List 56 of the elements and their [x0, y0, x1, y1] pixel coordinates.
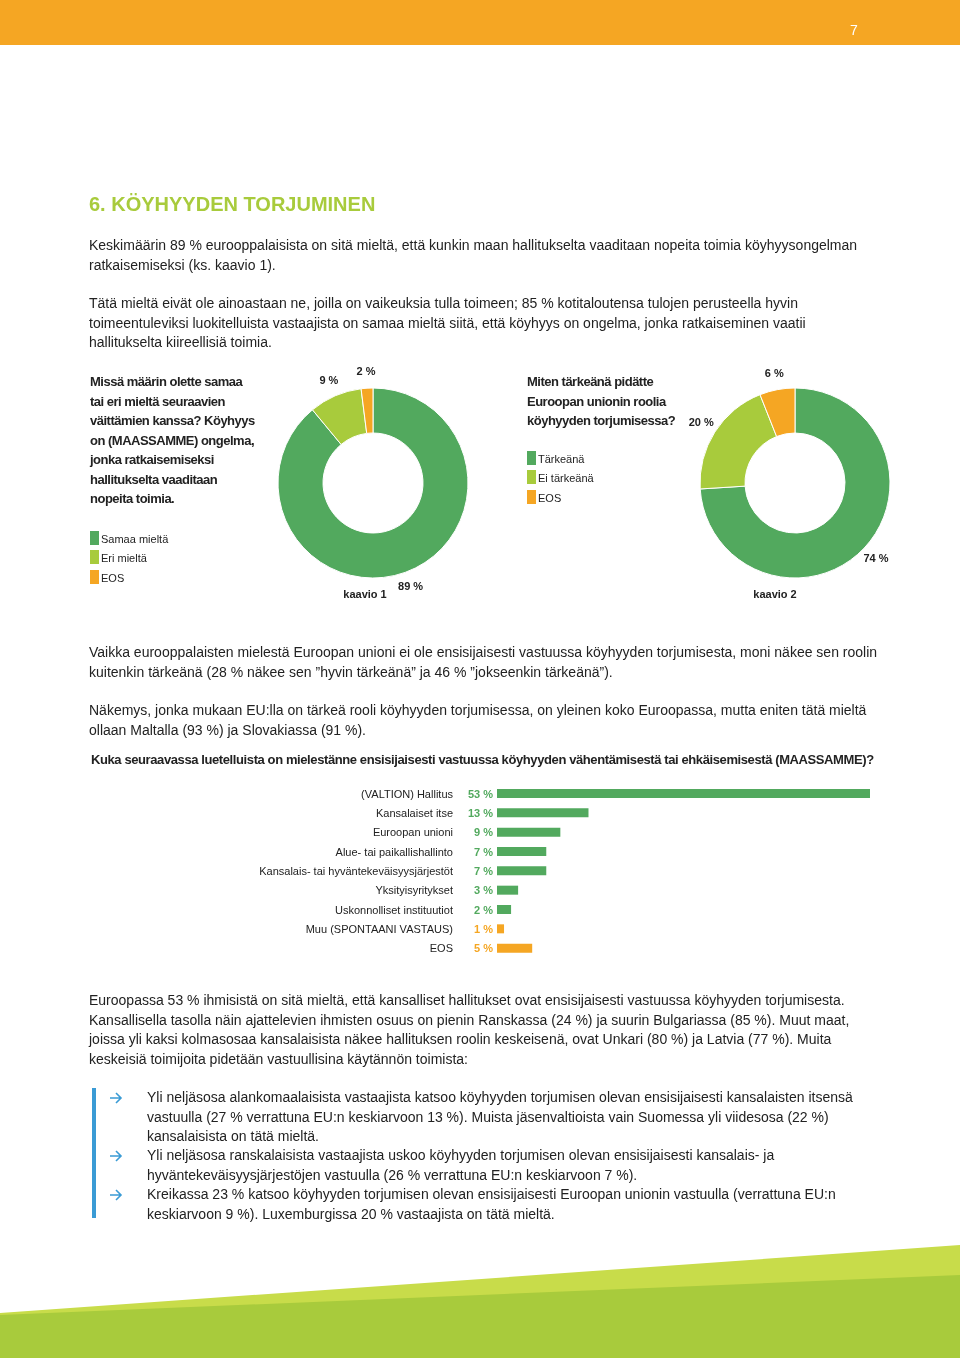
- chart-title: Kuka seuraavassa luetelluista on mielestänne ensisijaisesti vastuussa köyhyyden vähentämisestä tai ehkäisemisestä (MAASSAMME)?: [91, 752, 875, 767]
- text: 7: [850, 22, 859, 38]
- data-label: 2 %: [356, 365, 376, 378]
- text: 6. KÖYHYYDEN TORJUMINEN: [89, 193, 377, 216]
- data-label: 7 %: [474, 864, 494, 877]
- data-label: 20 %: [688, 416, 715, 429]
- y-tick-label: Uskonnolliset instituutiot: [334, 903, 453, 916]
- data-label: 9 %: [474, 826, 494, 839]
- y-tick-label: Kansalais- tai hyväntekeväisyysjärjestöt: [259, 865, 453, 877]
- text: Näkemys, jonka mukaan EU:lla on tärkeä rooli köyhyyden torjumisessa, on yleinen koko Euroopassa, mutta eniten tätä mieltä ollaan Maltalla (93 %) ja Slovakiassa (91 %).: [89, 701, 868, 740]
- y-tick-label: Kansalaiset itse: [375, 807, 453, 819]
- text: Yli neljäsosa alankomaalaisista vastaajista katsoo köyhyyden torjumisen olevan ensisijaisesti kansalaisten itsensä vastuulla (27 % verrattuna EU:n keskiarvoon 13 %). Muista jäsenvaltioista vain Suomessa yli viidesosa (22 %) kansalaisista on tätä mieltä.: [147, 1088, 854, 1146]
- text: Euroopassa 53 % ihmisistä on sitä mieltä, että kansalliset hallitukset ovat ensisijaisesti vastuussa köyhyyden torjumisesta. Kansallisella tasolla näin ajattelevien ihmisten osuus on pienin Ranskassa (24 %) ja suurin Bulgariassa (85 %). Muut maat, joissa yli kaksi kolmasosaa kansalaisista näkee hallituksen roolin keskeisenä, ovat Unkari (80 %) ja Latvia (77 %). Muita keskeisiä toimijoita pidetään vastuullisina käytännön toimista:: [89, 991, 851, 1069]
- data-label: 7 %: [474, 845, 494, 858]
- data-label: 3 %: [474, 884, 494, 897]
- y-tick-label: Alue- tai paikallishallinto: [335, 845, 453, 858]
- y-tick-label: Muu (SPONTAANI VASTAUS): [305, 923, 453, 935]
- bar: [497, 808, 589, 818]
- data-label: 2 %: [474, 903, 494, 916]
- legend-label: Eri mieltä: [101, 552, 147, 564]
- text: Tätä mieltä eivät ole ainoastaan ne, joilla on vaikeuksia tulla toimeen; 85 % kotitaloutensa tulojen perusteella hyvin toimeentuleviksi luokitelluista vastaajista on samaa mieltä siitä, että köyhyys on ongelma, jonka ratkaiseminen vaatii hallitukselta kiireellisiä toimia.: [89, 294, 807, 352]
- legend-label: EOS: [538, 491, 562, 504]
- legend-label: EOS: [101, 571, 125, 584]
- bar: [497, 905, 512, 914]
- bar: [497, 827, 561, 837]
- text: Missä määrin olette samaa tai eri mieltä seuraavien väittämien kanssa? Köyhyys on (MAASSAMME) ongelma, jonka ratkaisemiseksi hallitukselta vaaditaan nopeita toimia.: [90, 373, 255, 508]
- data-label: 5 %: [474, 942, 494, 955]
- text: Kreikassa 23 % katsoo köyhyyden torjumisen olevan ensisijaisesti Euroopan unionin vastuulla (verrattuna EU:n keskiarvoon 9 %). Luxemburgissa 20 % vastaajista on tätä mieltä.: [147, 1185, 837, 1224]
- bar: [497, 866, 547, 876]
- y-tick-label: (VALTION) Hallitus: [361, 787, 454, 800]
- data-label: 6 %: [764, 366, 784, 379]
- text: kaavio 1: [343, 588, 387, 600]
- text: Keskimäärin 89 % eurooppalaisista on sitä mieltä, että kunkin maan hallitukselta vaaditaan nopeita toimia köyhyysongelman ratkaisemiseksi (ks. kaavio 1).: [89, 236, 859, 275]
- legend-label: Samaa mieltä: [101, 532, 169, 545]
- text: Miten tärkeänä pidätte Euroopan unionin roolia köyhyyden torjumisessa?: [527, 374, 676, 428]
- bar: [497, 885, 519, 895]
- bar: [497, 943, 533, 953]
- text: kaavio 2: [752, 588, 798, 600]
- data-label: 9 %: [319, 374, 339, 387]
- text: Yli neljäsosa ranskalaisista vastaajista uskoo köyhyyden torjumisen olevan ensisijaisesti kansalais- ja hyväntekeväisyysjärjestöjen vastuulla (26 % verrattuna EU:n keskiarvoon 7 %).: [147, 1146, 776, 1185]
- legend-label: Tärkeänä: [538, 452, 585, 465]
- bar: [497, 924, 505, 934]
- y-tick-label: EOS: [429, 942, 453, 955]
- bar: [497, 847, 547, 856]
- data-label: 74 %: [863, 551, 889, 564]
- donut-slice: [699, 387, 891, 579]
- text: Vaikka eurooppalaisten mielestä Euroopan unioni ei ole ensisijaisesti vastuussa köyhyyden torjumisesta, moni näkee sen roolin kuitenkin tärkeänä (28 % näkee sen ”hyvin tärkeänä” ja 46 % ”jokseenkin tärkeänä”).: [89, 643, 879, 682]
- donut-slice: [277, 387, 469, 579]
- y-tick-label: Euroopan unioni: [372, 826, 453, 839]
- legend-label: Ei tärkeänä: [538, 472, 594, 484]
- y-tick-label: Yksityisyritykset: [375, 884, 453, 897]
- bar: [497, 789, 870, 798]
- data-label: 13 %: [467, 806, 494, 819]
- data-label: 53 %: [467, 787, 494, 800]
- data-label: 1 %: [474, 922, 494, 935]
- data-label: 89 %: [398, 580, 424, 593]
